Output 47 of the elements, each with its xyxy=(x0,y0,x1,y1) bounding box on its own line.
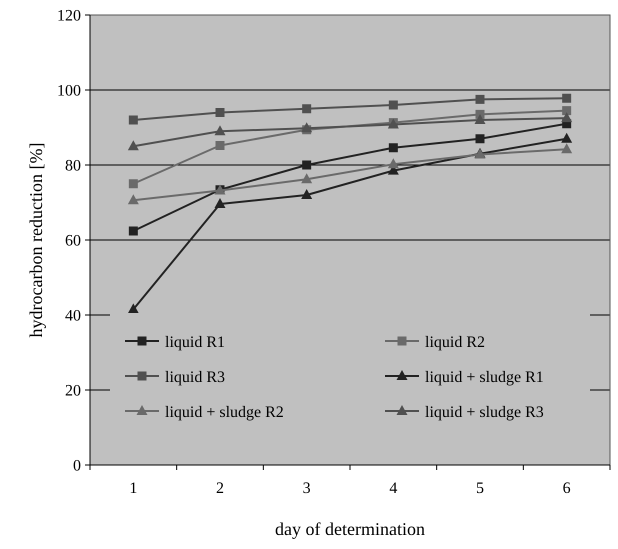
point xyxy=(216,108,224,117)
point xyxy=(476,94,484,104)
x-tick-label: 3 xyxy=(302,480,311,497)
y-axis-title: hydrocarbon reduction [%] xyxy=(26,142,46,338)
point xyxy=(128,116,138,124)
point xyxy=(301,122,312,132)
point xyxy=(216,141,224,150)
legend-label: liquid R1 xyxy=(165,334,226,351)
x-tick-label: 5 xyxy=(476,480,484,497)
point xyxy=(214,125,226,136)
point xyxy=(562,106,572,116)
y-tick-label: 100 xyxy=(57,82,81,100)
point xyxy=(302,160,312,170)
y-tick-label: 0 xyxy=(73,458,81,475)
legend-label: liquid + sludge R3 xyxy=(425,404,544,421)
x-axis-title: day of determination xyxy=(275,519,425,539)
point xyxy=(476,134,484,144)
y-tick-label: 120 xyxy=(57,8,81,25)
point xyxy=(128,140,139,150)
point xyxy=(214,198,226,208)
point xyxy=(561,132,572,143)
x-tick-label: 6 xyxy=(562,480,571,497)
legend-label: liquid + sludge R2 xyxy=(165,404,284,421)
point xyxy=(561,143,572,154)
point xyxy=(562,94,572,103)
y-tick-label: 60 xyxy=(65,232,81,250)
point xyxy=(388,158,399,168)
point xyxy=(388,100,398,110)
point xyxy=(128,194,139,204)
legend-label: liquid + sludge R1 xyxy=(425,369,544,386)
y-tick-label: 40 xyxy=(65,308,81,325)
point xyxy=(128,179,138,188)
point xyxy=(301,173,312,184)
y-tick-label: 20 xyxy=(65,382,81,400)
point xyxy=(302,104,312,114)
y-tick-label: 80 xyxy=(65,158,81,175)
x-tick-label: 4 xyxy=(389,480,398,497)
point xyxy=(474,114,486,124)
point xyxy=(388,143,398,152)
legend-label: liquid R3 xyxy=(165,369,226,386)
point xyxy=(128,303,139,314)
legend-label: liquid R2 xyxy=(425,334,486,351)
x-tick-label: 1 xyxy=(129,480,138,497)
point xyxy=(561,112,572,122)
point xyxy=(128,226,138,236)
point xyxy=(301,189,312,199)
x-tick-label: 2 xyxy=(216,480,224,497)
